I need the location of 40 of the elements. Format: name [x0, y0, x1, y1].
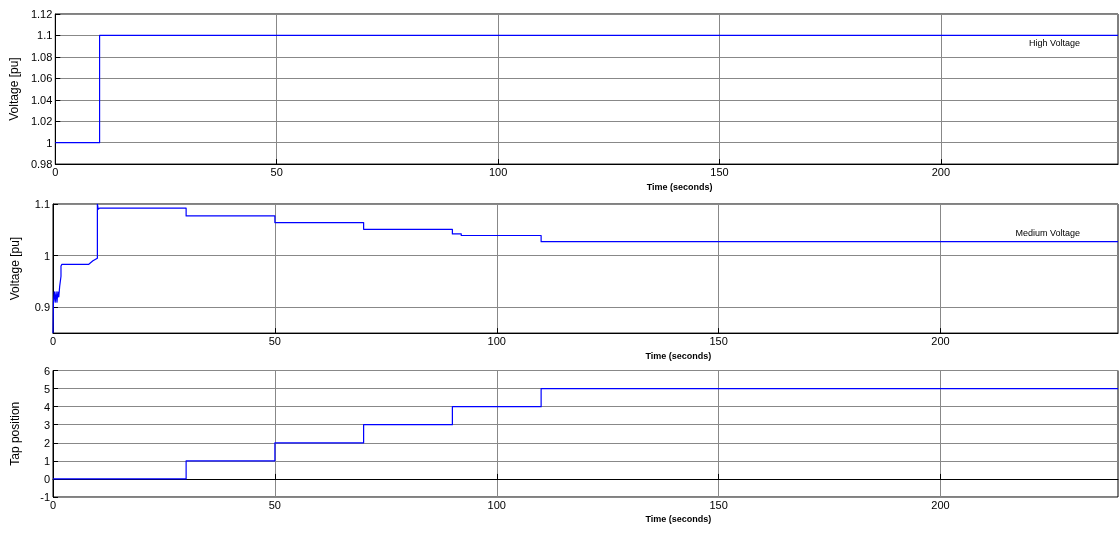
y-tick-label: 1: [43, 249, 50, 262]
x-tick-label: 100: [487, 498, 506, 511]
x-tick-label: 200: [931, 498, 950, 511]
x-tick-label: 150: [710, 165, 729, 178]
y-tick-label: 6: [43, 364, 50, 377]
y-tick-label: -1: [40, 491, 50, 503]
x-tick-label: 200: [931, 165, 951, 178]
y-tick-label: 0.98: [30, 158, 53, 171]
annotation: High Voltage: [1028, 37, 1081, 48]
x-tick-label: 150: [709, 498, 728, 511]
y-axis-title: Voltage [pu]: [7, 57, 21, 121]
y-tick-label: 1.12: [30, 8, 53, 20]
x-tick-label: 100: [488, 165, 508, 178]
x-tick-label: 50: [268, 334, 281, 347]
y-tick-label: 3: [43, 418, 50, 431]
y-tick-label: 5: [43, 382, 50, 395]
y-tick-label: 0.9: [34, 301, 50, 314]
y-tick-label: 0: [43, 472, 50, 485]
x-axis-title: Time (seconds): [645, 514, 712, 525]
y-tick-label: 2: [43, 436, 50, 449]
x-tick-label: 100: [487, 334, 506, 347]
x-axis-title: Time (seconds): [646, 181, 713, 192]
y-tick-label: 1.04: [30, 93, 53, 106]
y-tick-label: 1: [46, 136, 53, 149]
x-tick-label: 50: [268, 498, 281, 511]
y-axis-title: Tap position: [8, 401, 22, 466]
y-tick-label: 1.08: [30, 50, 53, 63]
y-tick-label: 1.1: [37, 29, 53, 42]
x-tick-label: 50: [270, 165, 283, 178]
y-tick-label: 1.1: [34, 198, 50, 210]
annotation: Medium Voltage: [1015, 227, 1081, 238]
y-tick-label: 1: [43, 454, 50, 467]
line-series: [52, 203, 1119, 334]
x-tick-label: 200: [931, 334, 950, 347]
x-tick-label: 150: [709, 334, 728, 347]
y-tick-label: 4: [43, 400, 50, 413]
y-axis-title: Voltage [pu]: [8, 236, 22, 301]
y-tick-label: 1.02: [30, 115, 53, 128]
x-axis-title: Time (seconds): [645, 350, 712, 361]
y-tick-label: 1.06: [30, 72, 53, 85]
